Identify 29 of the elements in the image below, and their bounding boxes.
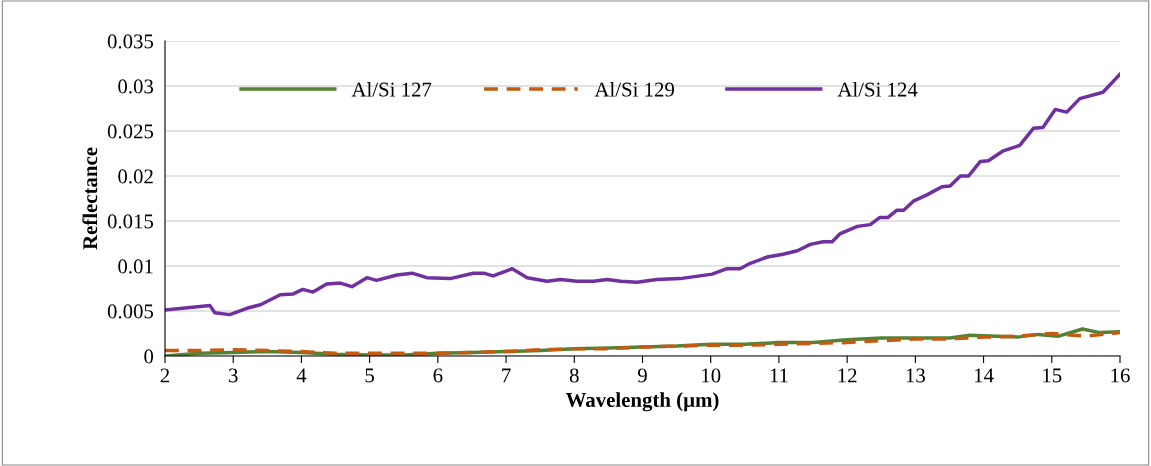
legend-label: Al/Si 124 xyxy=(837,81,918,97)
y-axis-title: Reflectance xyxy=(82,147,98,250)
x-tick-label: 13 xyxy=(906,368,925,383)
y-tick-label: 0 xyxy=(144,349,154,364)
x-tick-label: 3 xyxy=(229,368,238,383)
x-tick-label: 16 xyxy=(1111,368,1130,383)
x-tick-label: 9 xyxy=(637,368,647,383)
x-tick-label: 7 xyxy=(502,368,511,383)
y-tick-label: 0.02 xyxy=(118,169,153,184)
line-series xyxy=(165,72,1120,317)
y-tick-label: 0.025 xyxy=(107,124,154,139)
x-tick-label: 2 xyxy=(160,368,170,383)
x-tick-label: 4 xyxy=(296,368,307,383)
x-tick-label: 12 xyxy=(838,368,857,383)
x-tick-label: 14 xyxy=(974,368,994,383)
legend-label: Al/Si 127 xyxy=(351,81,432,97)
y-tick-label: 0.03 xyxy=(118,79,154,94)
x-tick-label: 5 xyxy=(365,368,375,383)
y-tick-label: 0.01 xyxy=(118,259,153,274)
x-tick-label: 15 xyxy=(1043,368,1062,383)
x-tick-label: 10 xyxy=(702,368,721,383)
x-axis-title: Wavelength (µm) xyxy=(565,392,719,412)
y-tick-label: 0.015 xyxy=(107,214,154,229)
legend-label: Al/Si 129 xyxy=(594,81,675,97)
x-tick-label: 11 xyxy=(770,368,788,383)
y-tick-label: 0.035 xyxy=(107,34,154,49)
x-tick-label: 8 xyxy=(569,368,579,383)
y-tick-label: 0.005 xyxy=(107,304,154,319)
x-tick-label: 6 xyxy=(433,368,443,383)
